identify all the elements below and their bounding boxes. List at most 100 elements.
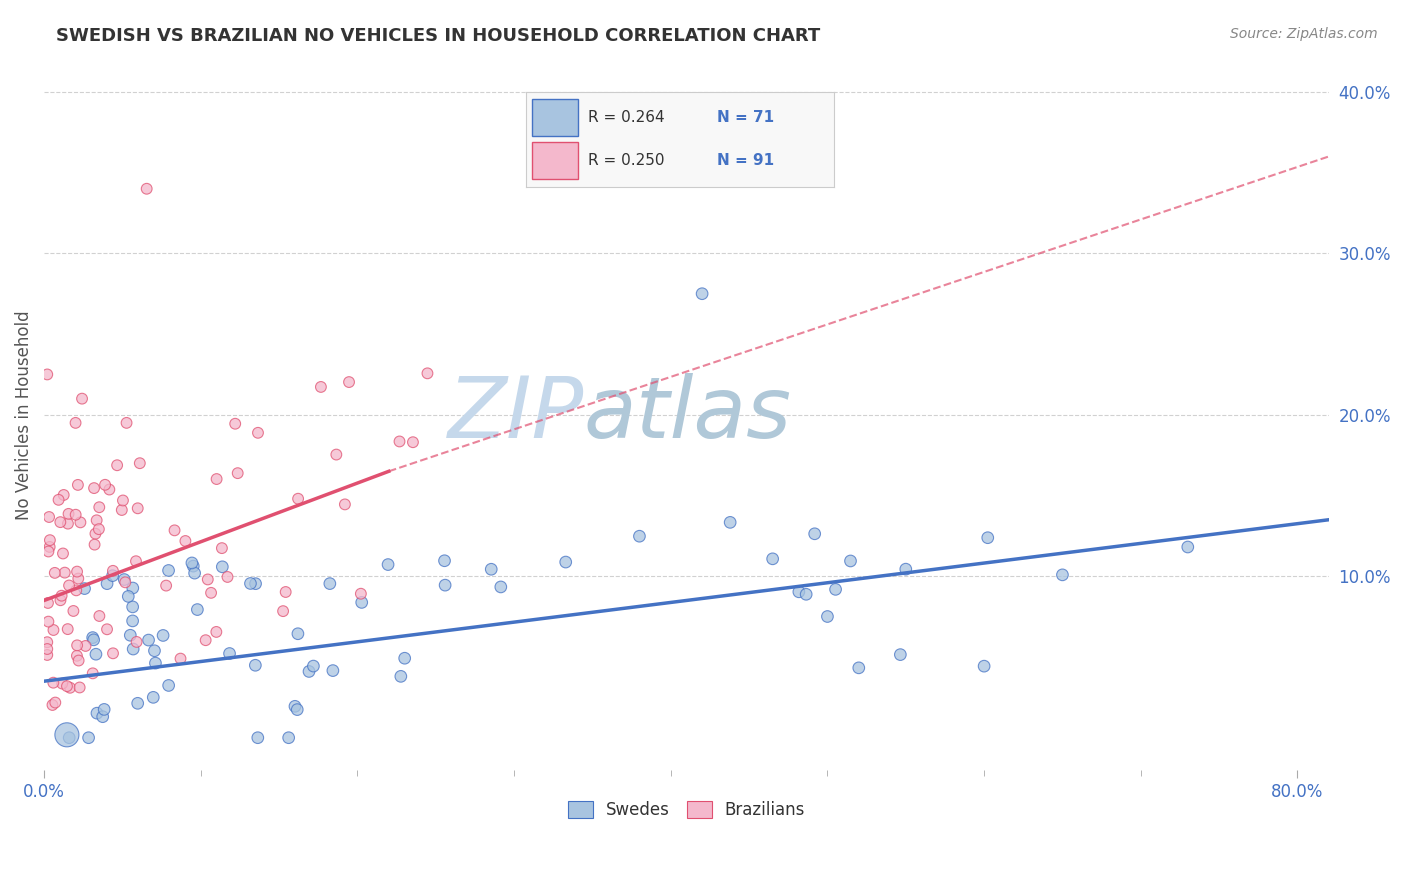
Point xyxy=(38,510,60,524)
Point xyxy=(127,696,149,710)
Point xyxy=(554,555,576,569)
Point xyxy=(58,731,80,745)
Point xyxy=(115,416,138,430)
Point xyxy=(142,690,165,705)
Point xyxy=(86,513,108,527)
Point xyxy=(197,573,219,587)
Point xyxy=(53,566,76,580)
Point xyxy=(138,633,160,648)
Point xyxy=(38,533,60,548)
Point xyxy=(200,586,222,600)
Point xyxy=(65,416,87,430)
Point xyxy=(848,661,870,675)
Point xyxy=(125,554,148,568)
Point xyxy=(169,651,191,665)
Point xyxy=(839,554,862,568)
Point xyxy=(174,534,197,549)
Point xyxy=(224,417,246,431)
Point xyxy=(121,599,143,614)
Point xyxy=(803,526,825,541)
Point xyxy=(91,709,114,723)
Point xyxy=(37,642,59,657)
Point xyxy=(44,566,66,580)
Point xyxy=(128,456,150,470)
Point xyxy=(186,602,208,616)
Point xyxy=(416,367,439,381)
Point xyxy=(794,587,817,601)
Point xyxy=(49,515,72,529)
Point xyxy=(194,633,217,648)
Point xyxy=(70,392,93,406)
Point xyxy=(58,578,80,592)
Point xyxy=(434,578,457,592)
Point xyxy=(52,546,75,560)
Point xyxy=(111,493,134,508)
Point xyxy=(226,466,249,480)
Point xyxy=(433,554,456,568)
Point xyxy=(152,628,174,642)
Point xyxy=(127,501,149,516)
Point xyxy=(246,731,269,745)
Point xyxy=(322,664,344,678)
Point xyxy=(388,434,411,449)
Point xyxy=(350,587,373,601)
Point xyxy=(67,572,90,586)
Point xyxy=(59,681,82,695)
Point xyxy=(211,559,233,574)
Point xyxy=(218,647,240,661)
Point xyxy=(217,570,239,584)
Point xyxy=(389,669,412,683)
Point xyxy=(82,666,104,681)
Point xyxy=(101,564,124,578)
Point xyxy=(205,472,228,486)
Point xyxy=(205,624,228,639)
Point xyxy=(121,614,143,628)
Point xyxy=(894,562,917,576)
Point xyxy=(84,526,107,541)
Point xyxy=(211,541,233,555)
Point xyxy=(1177,540,1199,554)
Point xyxy=(41,698,63,712)
Point xyxy=(155,579,177,593)
Point xyxy=(37,544,59,558)
Point xyxy=(89,500,111,515)
Point xyxy=(96,622,118,636)
Point xyxy=(824,582,846,597)
Point xyxy=(37,368,59,382)
Point xyxy=(86,706,108,721)
Point xyxy=(298,665,321,679)
Point xyxy=(65,508,87,522)
Point xyxy=(51,589,73,603)
Point xyxy=(287,491,309,506)
Point xyxy=(628,529,651,543)
Point xyxy=(122,642,145,657)
Point xyxy=(271,604,294,618)
Point xyxy=(350,595,373,609)
Point xyxy=(125,635,148,649)
Point xyxy=(101,568,124,582)
Point xyxy=(309,380,332,394)
Point xyxy=(42,623,65,637)
Point xyxy=(62,604,84,618)
Point xyxy=(67,654,90,668)
Point xyxy=(44,696,66,710)
Point xyxy=(93,702,115,716)
Point xyxy=(37,635,59,649)
Legend: Swedes, Brazilians: Swedes, Brazilians xyxy=(561,794,811,826)
Point xyxy=(787,584,810,599)
Point xyxy=(56,516,79,531)
Point xyxy=(42,675,65,690)
Point xyxy=(145,656,167,670)
Point xyxy=(37,596,59,610)
Point xyxy=(83,481,105,495)
Point xyxy=(246,425,269,440)
Point xyxy=(489,580,512,594)
Point xyxy=(718,516,741,530)
Point xyxy=(66,648,89,663)
Point xyxy=(65,583,87,598)
Point xyxy=(973,659,995,673)
Point xyxy=(181,556,204,570)
Point xyxy=(56,679,79,693)
Point xyxy=(111,503,134,517)
Point xyxy=(319,576,342,591)
